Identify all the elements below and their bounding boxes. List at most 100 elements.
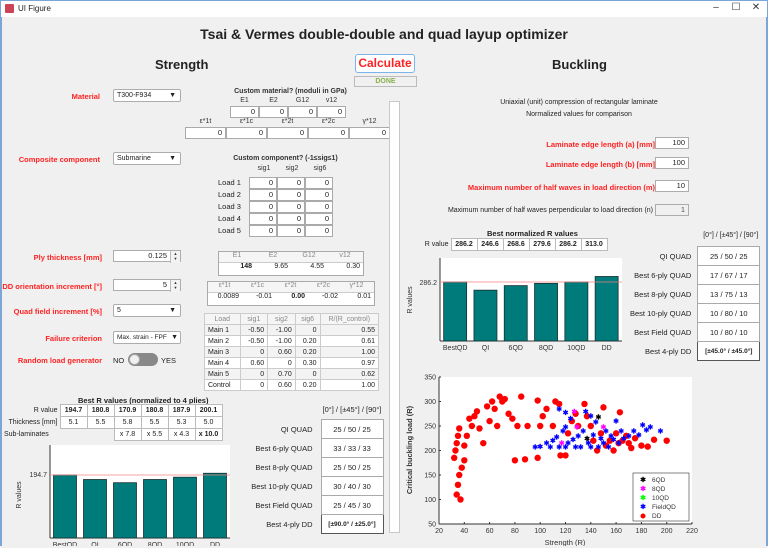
load-label: Load 5 xyxy=(218,226,241,235)
e2c-input[interactable]: 0 xyxy=(308,127,349,139)
svg-text:✱: ✱ xyxy=(601,440,607,448)
svg-text:✱: ✱ xyxy=(618,427,624,435)
spinner-arrows-icon[interactable]: ▲ ▼ xyxy=(170,251,180,263)
load-sig1-input[interactable]: 0 xyxy=(249,177,277,189)
svg-text:✱: ✱ xyxy=(640,476,646,484)
load-sig6-input[interactable]: 0 xyxy=(305,201,333,213)
load-sig6-input[interactable]: 0 xyxy=(305,189,333,201)
table-row: Main 5 0 0.70 0 0.62 xyxy=(204,368,380,380)
window-titlebar: UI Figure – ☐ ✕ xyxy=(0,0,768,17)
ply-thickness-spinner[interactable]: 0.125 ▲ ▼ xyxy=(113,250,181,263)
svg-text:300: 300 xyxy=(424,399,436,406)
svg-text:QI: QI xyxy=(482,345,489,352)
quad-increment-label: Quad field increment [%] xyxy=(13,307,102,316)
g12-input[interactable]: 0 xyxy=(288,106,317,118)
svg-text:286.2: 286.2 xyxy=(419,280,437,287)
strength-bar-chart: 194.7 R values BestQD QI 6QD 8QD 10QD DD xyxy=(5,445,235,548)
e2t-input[interactable]: 0 xyxy=(267,127,308,139)
load-sig6-input[interactable]: 0 xyxy=(305,213,333,225)
layup-value: 30 / 40 / 30 xyxy=(320,476,384,496)
svg-text:✱: ✱ xyxy=(640,494,646,502)
random-load-toggle[interactable] xyxy=(128,353,158,366)
load-name: Main 5 xyxy=(204,368,241,380)
dd-increment-label: DD orientation increment [°] xyxy=(2,282,102,291)
e2-input[interactable]: 0 xyxy=(259,106,288,118)
svg-text:250: 250 xyxy=(424,424,436,431)
svg-text:✱: ✱ xyxy=(570,436,576,444)
header-g12: G12 xyxy=(295,97,310,104)
layup-value: 25 / 50 / 25 xyxy=(320,457,384,477)
sig6-value: 0 xyxy=(294,368,321,380)
strength-layup-table: [0°] / [±45°] / [90°] QI QUAD 25 / 50 / 2… xyxy=(251,405,384,534)
m-max-input[interactable]: 10 xyxy=(655,180,689,192)
component-label: Composite component xyxy=(18,155,100,164)
load-sig2-input[interactable]: 0 xyxy=(277,177,305,189)
svg-text:✱: ✱ xyxy=(593,419,599,427)
bar xyxy=(443,281,468,342)
toggle-knob[interactable] xyxy=(129,354,140,365)
maximize-button[interactable]: ☐ xyxy=(731,2,741,13)
n-max-label: Maximum number of half waves perpendicul… xyxy=(447,207,653,214)
strength-title: Strength xyxy=(155,57,209,72)
load-sig1-input[interactable]: 0 xyxy=(249,225,277,237)
load-sig1-input[interactable]: 0 xyxy=(249,213,277,225)
v12-input[interactable]: 0 xyxy=(317,106,346,118)
bar xyxy=(143,479,167,539)
load-sig1-input[interactable]: 0 xyxy=(249,189,277,201)
svg-text:✱: ✱ xyxy=(537,443,543,451)
edge-b-input[interactable]: 100 xyxy=(655,157,689,169)
layup-label: Best 6-ply QUAD xyxy=(255,443,313,453)
window-border-right xyxy=(766,17,768,546)
load-sig6-input[interactable]: 0 xyxy=(305,225,333,237)
svg-text:✱: ✱ xyxy=(611,436,617,444)
load-sig2-input[interactable]: 0 xyxy=(277,225,305,237)
load-sig2-input[interactable]: 0 xyxy=(277,189,305,201)
custom-strain-inputs: 0 0 0 0 0 xyxy=(185,127,390,139)
close-button[interactable]: ✕ xyxy=(751,2,761,13)
layup-row: Best 8-ply QUAD 13 / 75 / 13 xyxy=(630,284,761,304)
quad-increment-dropdown[interactable]: 5 ▼ xyxy=(113,304,181,317)
svg-text:✱: ✱ xyxy=(560,427,566,435)
spinner-arrows-icon[interactable]: ▲ ▼ xyxy=(170,280,180,292)
failure-criterion-dropdown[interactable]: Max. strain - FPF ▼ xyxy=(113,331,181,344)
g12-strain-input[interactable]: 0 xyxy=(349,127,390,139)
bar xyxy=(594,276,619,342)
layup-label: Best Field QUAD xyxy=(634,327,692,337)
calculate-button[interactable]: Calculate xyxy=(355,54,415,73)
moduli-header: G12 xyxy=(302,252,316,259)
minimize-button[interactable]: – xyxy=(713,2,719,13)
dd-increment-spinner[interactable]: 5 ▲ ▼ xyxy=(113,279,181,292)
failure-criterion-value: Max. strain - FPF xyxy=(117,334,167,341)
load-name: Control xyxy=(204,379,241,391)
r-ratio-value: 1.00 xyxy=(319,346,380,358)
r-value-cell: 313.0 xyxy=(580,238,608,251)
component-dropdown[interactable]: Submarine ▼ xyxy=(113,152,181,165)
load-sig1-input[interactable]: 0 xyxy=(249,201,277,213)
svg-text:✱: ✱ xyxy=(626,432,632,440)
strain-header: ε*1t xyxy=(218,282,231,289)
svg-text:✱: ✱ xyxy=(563,409,569,417)
layup-row: Best 8-ply QUAD 25 / 50 / 25 xyxy=(251,457,384,477)
load-sig6-input[interactable]: 0 xyxy=(305,177,333,189)
load-table: Load sig1 sig2 sig6 R/(R_control) Main 1… xyxy=(204,313,380,391)
load-name: Main 2 xyxy=(204,335,241,347)
svg-text:✱: ✱ xyxy=(595,414,601,422)
moduli-header: E2 xyxy=(268,252,278,259)
edge-a-input[interactable]: 100 xyxy=(655,137,689,149)
load-row: Load 4 0 0 0 xyxy=(218,213,333,225)
layup-label: Best 4-ply DD xyxy=(266,519,313,529)
material-dropdown[interactable]: T300-F934 ▼ xyxy=(113,89,181,102)
svg-text:200: 200 xyxy=(424,448,436,455)
moduli-table: E1 E2 G12 v12 148 9.65 4.55 0.30 xyxy=(218,251,364,276)
load-sig2-input[interactable]: 0 xyxy=(277,201,305,213)
e1c-input[interactable]: 0 xyxy=(226,127,267,139)
r-ratio-value: 0.97 xyxy=(319,357,380,369)
bar xyxy=(113,482,137,539)
svg-text:8QD: 8QD xyxy=(652,486,666,493)
layup-value: 10 / 80 / 10 xyxy=(697,322,761,342)
svg-text:R values: R values xyxy=(407,286,414,314)
layup-label: Best 8-ply QUAD xyxy=(255,462,313,472)
e1t-input[interactable]: 0 xyxy=(185,127,226,139)
e1-input[interactable]: 0 xyxy=(230,106,259,118)
load-sig2-input[interactable]: 0 xyxy=(277,213,305,225)
